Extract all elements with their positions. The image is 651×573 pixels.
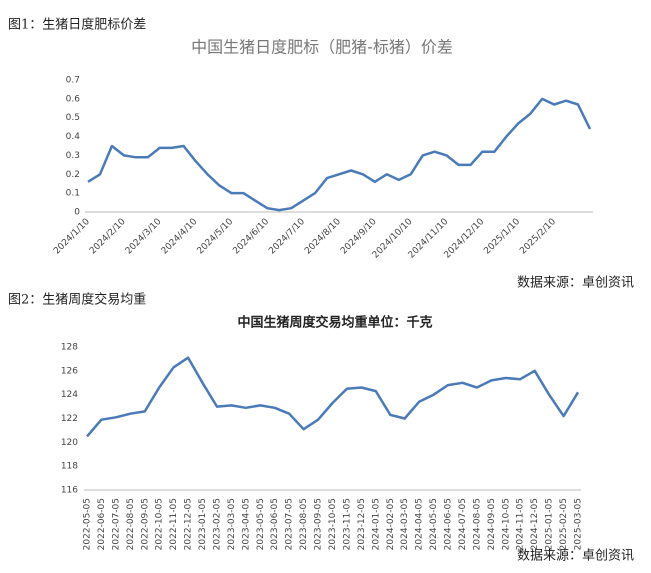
x-tick-label: 2023-08-05 bbox=[299, 498, 309, 550]
x-tick-label: 2023-04-05 bbox=[241, 498, 251, 550]
x-tick-label: 2024-03-05 bbox=[400, 498, 410, 550]
y-tick-label: 0.3 bbox=[66, 151, 80, 161]
x-tick-label: 2024/6/10 bbox=[231, 217, 271, 257]
x-tick-label: 2024/3/10 bbox=[124, 217, 164, 257]
y-tick-label: 0.5 bbox=[66, 113, 80, 123]
y-tick-label: 122 bbox=[61, 414, 78, 424]
y-tick-label: 0.1 bbox=[66, 189, 80, 199]
x-tick-label: 2022-07-05 bbox=[111, 498, 121, 550]
x-tick-label: 2024/5/10 bbox=[196, 217, 236, 257]
caption: 图1：生猪日度肥标价差 bbox=[8, 17, 146, 33]
y-tick-label: 0.4 bbox=[66, 132, 81, 142]
x-tick-label: 2024/2/10 bbox=[88, 217, 128, 257]
y-tick-label: 126 bbox=[61, 366, 78, 376]
data-line bbox=[87, 97, 592, 212]
x-tick-label: 2025-02-05 bbox=[559, 498, 569, 550]
x-tick-label: 2024-05-05 bbox=[429, 498, 439, 550]
x-tick-label: 2022-06-05 bbox=[97, 498, 107, 550]
source: 数据来源：卓创资讯 bbox=[517, 276, 634, 291]
x-tick-label: 2022-12-05 bbox=[184, 498, 194, 550]
chart-title: 中国生猪日度肥标（肥猪-标猪）价差 bbox=[191, 38, 453, 57]
x-tick-label: 2022-05-05 bbox=[83, 498, 93, 550]
x-tick-label: 2024/7/10 bbox=[267, 217, 307, 257]
x-tick-label: 2024-06-05 bbox=[444, 498, 454, 550]
y-tick-label: 128 bbox=[61, 343, 78, 353]
y-tick-label: 124 bbox=[61, 390, 78, 400]
x-tick-label: 2024/4/10 bbox=[160, 217, 200, 257]
x-tick-label: 2023-01-05 bbox=[198, 498, 208, 550]
x-tick-label: 2023-05-05 bbox=[256, 498, 266, 550]
y-tick-label: 0.2 bbox=[66, 170, 80, 180]
x-tick-label: 2022-08-05 bbox=[126, 498, 136, 550]
x-tick-label: 2023-06-05 bbox=[270, 498, 280, 550]
x-tick-label: 2023-10-05 bbox=[328, 498, 338, 550]
y-tick-label: 0.7 bbox=[66, 76, 80, 86]
y-tick-label: 118 bbox=[61, 462, 78, 472]
y-tick-label: 0 bbox=[74, 208, 80, 218]
x-tick-label: 2022-11-05 bbox=[169, 498, 179, 550]
data-line bbox=[86, 356, 580, 438]
x-tick-label: 2024-12-05 bbox=[530, 498, 540, 550]
x-tick-label: 2023-02-05 bbox=[212, 498, 222, 550]
x-tick-label: 2022-09-05 bbox=[140, 498, 150, 550]
x-tick-label: 2024-08-05 bbox=[472, 498, 482, 550]
x-tick-label: 2023-03-05 bbox=[227, 498, 237, 550]
x-tick-label: 2025-01-05 bbox=[545, 498, 555, 550]
x-tick-label: 2025/1/10 bbox=[482, 217, 522, 257]
x-tick-label: 2024/8/10 bbox=[303, 217, 343, 257]
x-tick-label: 2023-07-05 bbox=[285, 498, 295, 550]
caption: 图2：生猪周度交易均重 bbox=[8, 292, 146, 308]
y-tick-label: 0.6 bbox=[66, 94, 81, 104]
x-tick-label: 2024-07-05 bbox=[458, 498, 468, 550]
chart-title: 中国生猪周度交易均重单位：千克 bbox=[237, 315, 432, 331]
x-tick-label: 2023-09-05 bbox=[314, 498, 324, 550]
x-tick-label: 2024-01-05 bbox=[371, 498, 381, 550]
x-tick-label: 2025/2/10 bbox=[518, 217, 558, 257]
x-tick-label: 2024-09-05 bbox=[487, 498, 497, 550]
x-tick-label: 2024-02-05 bbox=[386, 498, 396, 550]
x-tick-label: 2023-12-05 bbox=[357, 498, 367, 550]
x-tick-label: 2025-03-05 bbox=[574, 498, 584, 550]
x-tick-label: 2024/1/10 bbox=[52, 217, 92, 257]
y-tick-label: 120 bbox=[61, 438, 78, 448]
x-tick-label: 2023-11-05 bbox=[342, 498, 352, 550]
x-tick-label: 2024-11-05 bbox=[516, 498, 526, 550]
y-tick-label: 116 bbox=[61, 486, 78, 496]
source: 数据来源：卓创资讯 bbox=[517, 549, 634, 564]
x-tick-label: 2024-10-05 bbox=[501, 498, 511, 550]
x-tick-label: 2022-10-05 bbox=[155, 498, 165, 550]
x-tick-label: 2024-04-05 bbox=[415, 498, 425, 550]
